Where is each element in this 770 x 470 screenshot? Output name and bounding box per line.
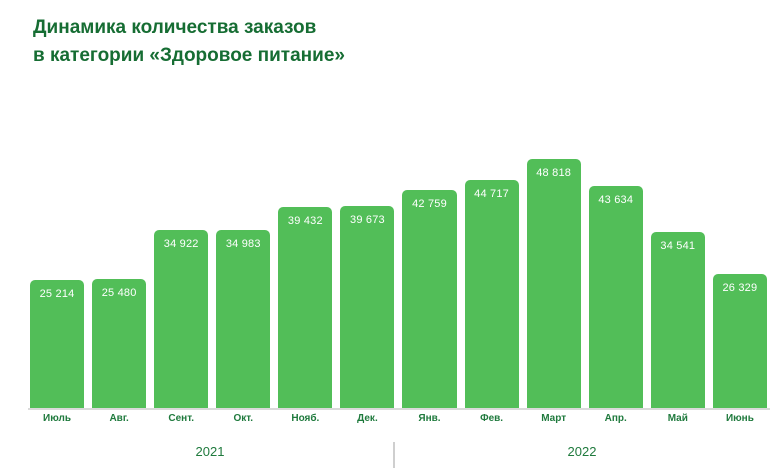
bar-value-label: 43 634: [598, 193, 634, 206]
bar-value-label: 39 432: [287, 215, 323, 228]
bar: 26 329: [712, 274, 767, 409]
bar-value-label: 34 922: [163, 238, 199, 251]
x-axis-label: Апр.: [604, 413, 627, 424]
bar: 25 480: [92, 278, 147, 409]
x-axis-labels: Июль Авг. Сент. Окт. Нояб. Дек. Янв. Фев. Март Ап…: [30, 413, 767, 424]
x-axis-label: Янв.: [418, 413, 441, 424]
bar-value-label: 34 541: [660, 240, 696, 253]
year-group-label-2022: 2022: [567, 444, 597, 459]
bar-value-label: 39 673: [350, 213, 385, 226]
bar-value-label: 44 717: [474, 188, 510, 201]
x-axis-label: Фев.: [480, 413, 504, 424]
x-axis-label: Март: [541, 413, 567, 424]
bar: 44 717: [464, 180, 519, 409]
bar: 34 922: [154, 230, 209, 409]
bar: 34 541: [650, 232, 705, 409]
bar: 25 214: [30, 279, 85, 409]
x-axis-label: Июль: [43, 413, 72, 424]
chart-title-line-2: в категории «Здоровое питание»: [33, 45, 345, 66]
bar: 48 818: [526, 159, 581, 409]
bar-value-label: 25 480: [101, 286, 137, 299]
x-axis-label: Июнь: [725, 413, 754, 424]
x-axis-label: Дек.: [357, 413, 378, 424]
bar: 43 634: [588, 185, 643, 409]
x-axis-label: Окт.: [233, 413, 254, 424]
bar-value-label: 42 759: [412, 198, 447, 211]
chart-title-line-1: Динамика количества заказов: [33, 17, 317, 38]
x-axis-label: Авг.: [109, 413, 129, 424]
bar: 34 983: [216, 229, 271, 409]
year-group-divider: [393, 442, 395, 468]
bar: 39 432: [278, 207, 333, 409]
x-axis-label: Нояб.: [291, 413, 320, 424]
year-group-label-2021: 2021: [195, 444, 225, 459]
bar: 39 673: [340, 205, 395, 409]
x-axis-label: Сент.: [168, 413, 194, 424]
bar-value-label: 26 329: [722, 282, 758, 295]
chart-title: Динамика количества заказов в категории …: [33, 14, 345, 70]
bar-value-label: 48 818: [536, 167, 572, 179]
x-axis-baseline: [28, 408, 770, 410]
bar-value-label: 34 983: [225, 237, 261, 250]
x-axis-label: Май: [667, 413, 688, 424]
bar: 42 759: [402, 190, 457, 409]
bar-value-label: 25 214: [39, 287, 75, 300]
bar-chart: 25 214 25 480 34 922 34 983 39 432 39 673 42 7…: [30, 159, 767, 409]
